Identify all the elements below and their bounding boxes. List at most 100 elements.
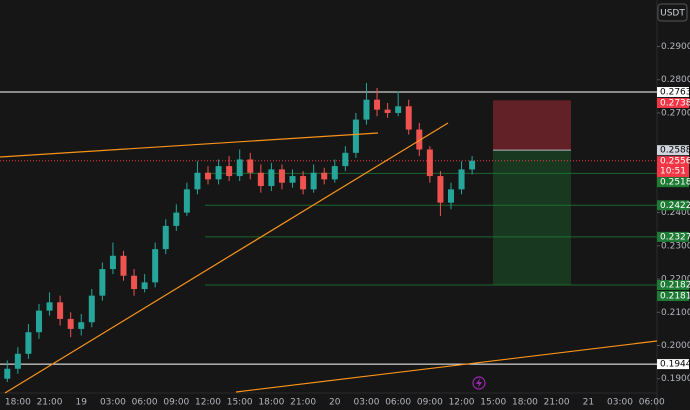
candle-body <box>342 152 349 167</box>
x-tick-label: 21:00 <box>37 398 63 408</box>
candle-body <box>395 106 402 113</box>
candle-body <box>363 99 370 120</box>
x-tick-label: 06:00 <box>132 398 158 408</box>
price-tag <box>657 200 689 211</box>
x-tick-label: 15:00 <box>227 398 253 408</box>
candle-body <box>215 166 222 180</box>
y-tick-label: 0.1900 <box>661 374 690 384</box>
candle-body <box>321 172 328 180</box>
candle-body <box>88 295 95 323</box>
candle-body <box>278 169 285 183</box>
target-zone <box>493 150 571 286</box>
x-tick-label: 06:00 <box>639 398 665 408</box>
x-tick-label: 18:00 <box>5 398 31 408</box>
candle-body <box>257 172 264 187</box>
price-tag <box>657 177 689 188</box>
x-tick-label: 09:00 <box>417 398 443 408</box>
y-tick-label: 0.2900 <box>661 42 690 52</box>
x-tick-label: 03:00 <box>354 398 380 408</box>
x-tick-label: 12:00 <box>449 398 475 408</box>
price-tag-label: 0.2556 <box>660 157 690 167</box>
candle-body <box>331 166 338 180</box>
y-tick-label: 0.2800 <box>661 75 690 85</box>
candle-body <box>14 353 21 369</box>
candle-body <box>120 255 127 276</box>
trend-line <box>4 122 449 394</box>
price-tag-label: 0.2327 <box>660 232 690 242</box>
price-tag-label: 0.2763 <box>660 88 690 98</box>
candle-body <box>384 109 391 113</box>
x-tick-label: 12:00 <box>195 398 221 408</box>
x-tick-label: 20 <box>329 398 341 408</box>
x-tick-label: 03:00 <box>607 398 633 408</box>
y-tick-label: 0.2300 <box>661 241 690 251</box>
price-tag <box>657 280 689 291</box>
candle-body <box>458 169 465 190</box>
y-tick-label: 0.2100 <box>661 308 690 318</box>
price-tag-label: 0.2518 <box>660 178 690 188</box>
price-tag <box>657 98 689 109</box>
x-tick-label: 06:00 <box>385 398 411 408</box>
x-tick-label: 03:00 <box>100 398 126 408</box>
price-tag <box>657 291 689 302</box>
price-tag <box>657 87 689 98</box>
candle-body <box>226 166 233 177</box>
candle-body <box>162 225 169 250</box>
candle-body <box>194 172 201 190</box>
y-tick-label: 0.2700 <box>661 108 690 118</box>
candle-body <box>57 302 64 319</box>
candle-body <box>25 332 32 354</box>
candle-body <box>405 106 412 130</box>
price-tag-label: 0.2182 <box>660 281 690 291</box>
price-tag-label: 0.2181 <box>660 292 690 302</box>
price-tag-label: 0.1944 <box>660 360 690 370</box>
y-tick-label: 0.2000 <box>661 341 690 351</box>
candle-body <box>46 302 53 311</box>
x-tick-label: 19 <box>76 398 88 408</box>
candle-body <box>236 159 243 177</box>
x-tick-label: 21:00 <box>544 398 570 408</box>
stop-zone <box>493 100 571 151</box>
x-tick-label: 18:00 <box>258 398 284 408</box>
countdown: 10:51 <box>660 167 686 177</box>
candle-body <box>78 322 85 329</box>
trend-line <box>0 132 379 158</box>
candle-body <box>152 249 159 283</box>
replay-icon-bolt <box>476 378 482 388</box>
candle-body <box>447 189 454 203</box>
y-tick-label: 0.2200 <box>661 275 690 285</box>
trend-line <box>235 340 658 393</box>
candle-body <box>205 172 212 180</box>
candle-body <box>4 368 11 379</box>
x-tick-label: 21:00 <box>290 398 316 408</box>
candle-body <box>109 255 116 270</box>
x-tick-label: 18:00 <box>512 398 538 408</box>
x-tick-label: 09:00 <box>163 398 189 408</box>
price-tag-label: 0.2422 <box>660 201 690 211</box>
candle-body <box>131 275 138 290</box>
replay-icon[interactable] <box>472 376 486 390</box>
candle-body <box>183 189 190 213</box>
price-tag <box>657 156 689 178</box>
price-tag-label: 0.2738 <box>660 99 690 109</box>
candle-body <box>352 119 359 153</box>
candle-body <box>310 172 317 190</box>
candle-body <box>99 269 106 296</box>
candle-body <box>416 129 423 150</box>
currency-button[interactable] <box>657 3 688 22</box>
y-tick-label: 0.2400 <box>661 208 690 218</box>
candle-body <box>247 159 254 173</box>
candle-body <box>437 176 444 203</box>
price-tag-label: 0.2588 <box>660 146 690 156</box>
candle-body <box>289 176 296 183</box>
candle-body <box>67 318 74 329</box>
candle-body <box>141 282 148 290</box>
price-tag <box>657 231 689 242</box>
price-tag <box>657 145 689 156</box>
price-tag <box>657 359 689 370</box>
x-tick-label: 15:00 <box>480 398 506 408</box>
candle-body <box>300 176 307 190</box>
candle-body <box>173 212 180 226</box>
